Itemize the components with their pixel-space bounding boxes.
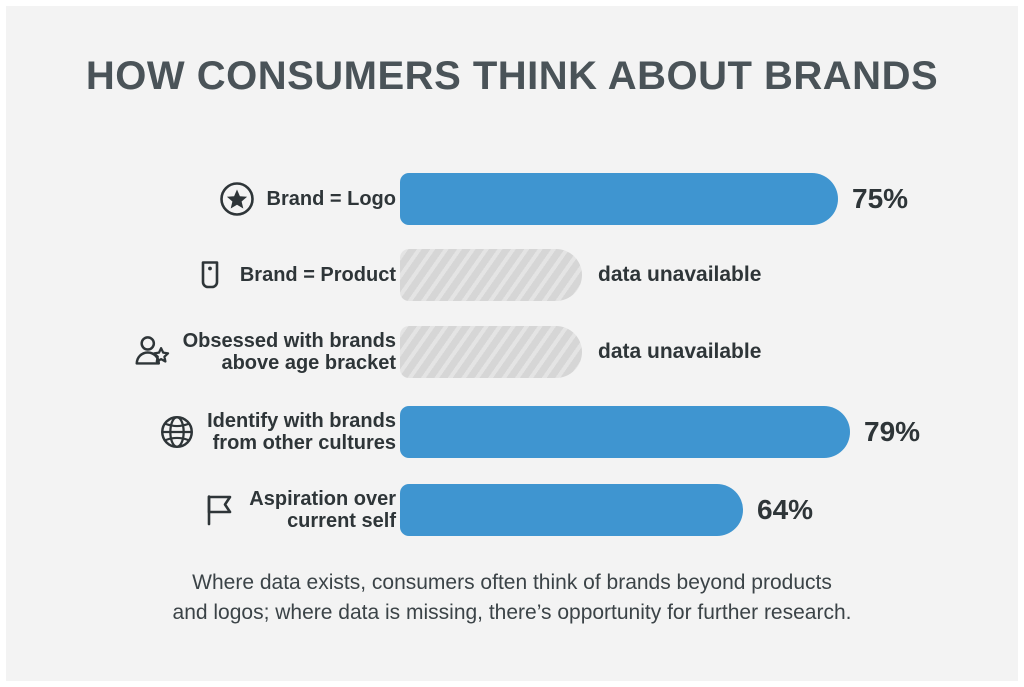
- bar-value-label: data unavailable: [598, 263, 762, 286]
- chart-row-brand-logo: Brand = Logo 75%: [6, 173, 1018, 225]
- bar-track: 79%: [400, 406, 1018, 458]
- price-tag-icon: [190, 255, 230, 295]
- bar-aspiration: [400, 484, 743, 536]
- bar-value-label: 75%: [852, 183, 909, 214]
- chart-row-other-cultures: Identify with brands from other cultures…: [6, 406, 1018, 458]
- row-label: Identify with brands from other cultures: [207, 409, 396, 454]
- bar-track: 64%: [400, 484, 1018, 536]
- chart-row-brand-product: Brand = Product data unavailable: [6, 249, 1018, 301]
- row-label-group: Aspiration over current self: [6, 484, 400, 536]
- row-label: Aspiration over current self: [249, 487, 396, 532]
- footnote-annotation: Where data exists, consumers often think…: [172, 571, 852, 625]
- bar-other-cultures: [400, 406, 850, 458]
- row-label-group: Obsessed with brands above age bracket: [6, 326, 400, 378]
- infographic-canvas: HOW CONSUMERS THINK ABOUT BRANDS Brand =…: [6, 6, 1018, 681]
- star-in-circle-icon: [217, 179, 257, 219]
- page-title: HOW CONSUMERS THINK ABOUT BRANDS: [85, 54, 939, 98]
- bar-value-label: 79%: [864, 416, 921, 447]
- row-label: Obsessed with brands above age bracket: [182, 329, 396, 374]
- row-label-group: Identify with brands from other cultures: [6, 406, 400, 458]
- bar-brand-logo: [400, 173, 838, 225]
- bar-track: data unavailable: [400, 249, 1018, 301]
- flag-icon: [199, 490, 239, 530]
- row-label: Brand = Logo: [266, 187, 396, 210]
- bar-obsessed-brands-unavailable: [400, 326, 582, 378]
- chart-row-obsessed-brands: Obsessed with brands above age bracket d…: [6, 326, 1018, 378]
- row-label: Brand = Product: [239, 263, 396, 286]
- bar-value-label: data unavailable: [598, 340, 762, 363]
- bar-track: 75%: [400, 173, 1018, 225]
- bar-track: data unavailable: [400, 326, 1018, 378]
- row-label-group: Brand = Logo: [6, 173, 400, 225]
- bar-brand-product-unavailable: [400, 249, 582, 301]
- globe-icon: [157, 412, 197, 452]
- person-with-star-icon: [133, 332, 173, 372]
- bar-value-label: 64%: [757, 494, 814, 525]
- chart-row-aspiration: Aspiration over current self 64%: [6, 484, 1018, 536]
- row-label-group: Brand = Product: [6, 249, 400, 301]
